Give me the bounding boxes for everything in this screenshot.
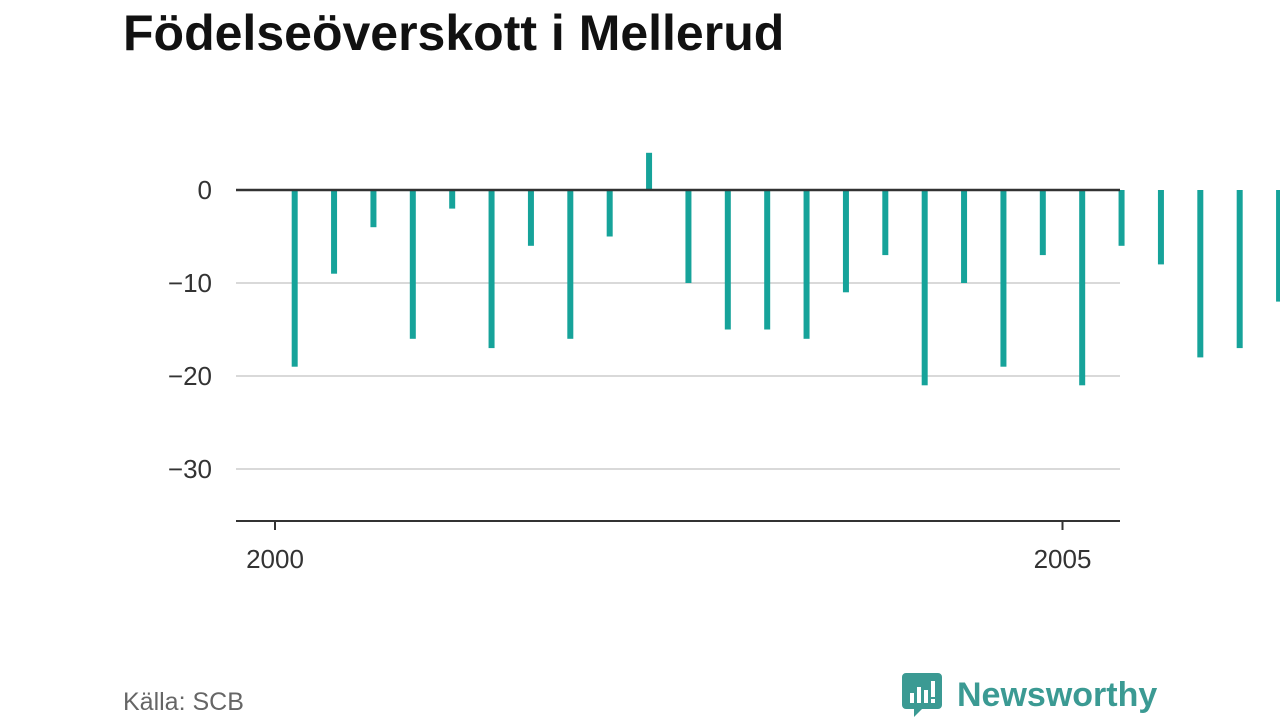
bar: [1039, 190, 1046, 256]
bar: [449, 190, 456, 209]
bar: [921, 190, 928, 386]
y-axis-ticks: 0 −10 −20 −30: [168, 175, 212, 484]
bar: [1079, 190, 1086, 386]
x-axis-ticks: 200020052010201520202025: [246, 521, 1092, 574]
bar: [291, 190, 298, 367]
bar: [961, 190, 968, 283]
bar: [685, 190, 692, 283]
y-tick-label: −10: [168, 268, 212, 298]
bar: [1118, 190, 1125, 246]
brand-name: Newsworthy: [957, 675, 1158, 714]
bar: [1236, 190, 1243, 349]
bar: [567, 190, 574, 339]
bar: [488, 190, 495, 349]
bar: [764, 190, 771, 330]
x-tick-label: 2000: [246, 544, 304, 574]
bar: [331, 190, 338, 274]
bar: [1276, 190, 1280, 302]
bar: [1157, 190, 1164, 265]
bar: [1197, 190, 1204, 358]
bar: [842, 190, 849, 293]
x-tick-label: 2005: [1034, 544, 1092, 574]
brand[interactable]: Newsworthy: [902, 670, 1157, 720]
y-tick-label: −20: [168, 361, 212, 391]
bar: [1000, 190, 1007, 367]
y-tick-label: −30: [168, 454, 212, 484]
bar: [724, 190, 731, 330]
bar: [370, 190, 377, 228]
bar: [646, 152, 653, 190]
bar: [606, 190, 613, 237]
y-tick-label: 0: [198, 175, 212, 205]
source-label: Källa: SCB: [123, 688, 244, 716]
bar: [409, 190, 416, 339]
bars: [291, 152, 1280, 386]
bar: [803, 190, 810, 339]
newsworthy-logo-icon: [902, 673, 942, 717]
bar: [527, 190, 534, 246]
chart-title: Födelseöverskott i Mellerud: [123, 5, 785, 61]
gridlines: [236, 282, 1120, 470]
bar: [882, 190, 889, 256]
